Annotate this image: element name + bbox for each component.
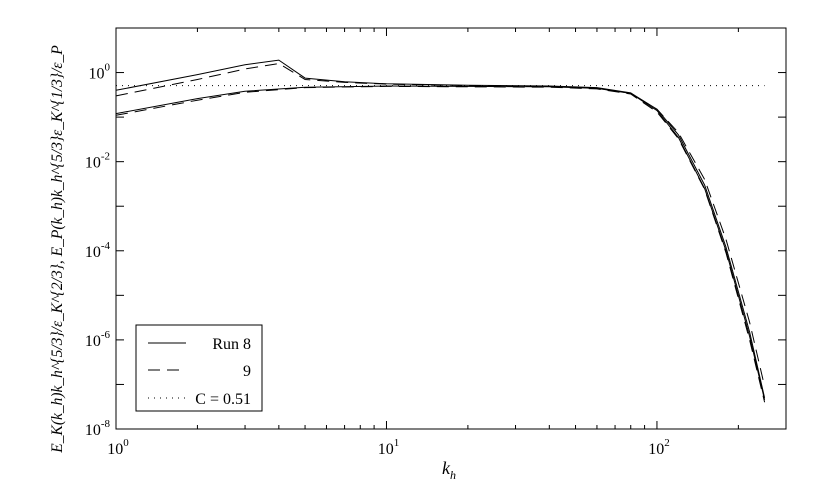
- x-tick-label: 102: [648, 437, 670, 458]
- legend: Run 8 9 C = 0.51: [135, 324, 263, 412]
- x-tick-label: 100: [107, 437, 129, 458]
- plot-frame: [115, 27, 787, 430]
- x-axis-label-sub: h: [450, 468, 456, 482]
- plot-area: 100 101 102 100 10-2 10-4 10-6 10-8: [85, 27, 787, 458]
- x-axis-title: kh: [442, 458, 456, 482]
- series-line-3: [115, 85, 766, 403]
- x-axis-label: kh: [442, 458, 456, 482]
- x-tick-label: 101: [378, 437, 400, 458]
- x-axis-label-main: k: [442, 458, 451, 478]
- tick-layer: 100 101 102 100 10-2 10-4 10-6 10-8: [85, 27, 787, 458]
- y-tick-label: 10-4: [85, 240, 111, 261]
- legend-box: [135, 324, 263, 412]
- series-line-2: [115, 62, 766, 387]
- legend-label-run9: 9: [243, 363, 251, 380]
- y-axis-label: E_K(k_h)k_h^{5/3}/ε_K^{2/3}, E_P(k_h)k_h…: [49, 45, 66, 454]
- y-tick-label: 10-6: [85, 329, 111, 350]
- series-layer: [115, 59, 766, 403]
- y-axis-title: E_K(k_h)k_h^{5/3}/ε_K^{2/3}, E_P(k_h)k_h…: [49, 45, 66, 454]
- legend-label-run8: Run 8: [212, 336, 251, 353]
- y-tick-label: 100: [89, 62, 111, 83]
- y-tick-label: 10-2: [85, 151, 110, 172]
- legend-label-c: C = 0.51: [195, 391, 251, 408]
- y-tick-label: 10-8: [85, 418, 111, 439]
